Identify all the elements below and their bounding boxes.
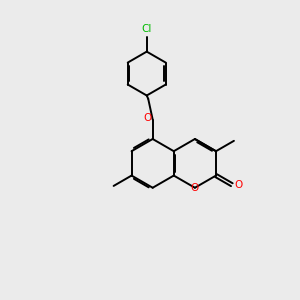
Text: O: O [234, 180, 242, 190]
Text: O: O [143, 113, 152, 123]
Text: Cl: Cl [142, 24, 152, 34]
Text: O: O [191, 183, 199, 193]
